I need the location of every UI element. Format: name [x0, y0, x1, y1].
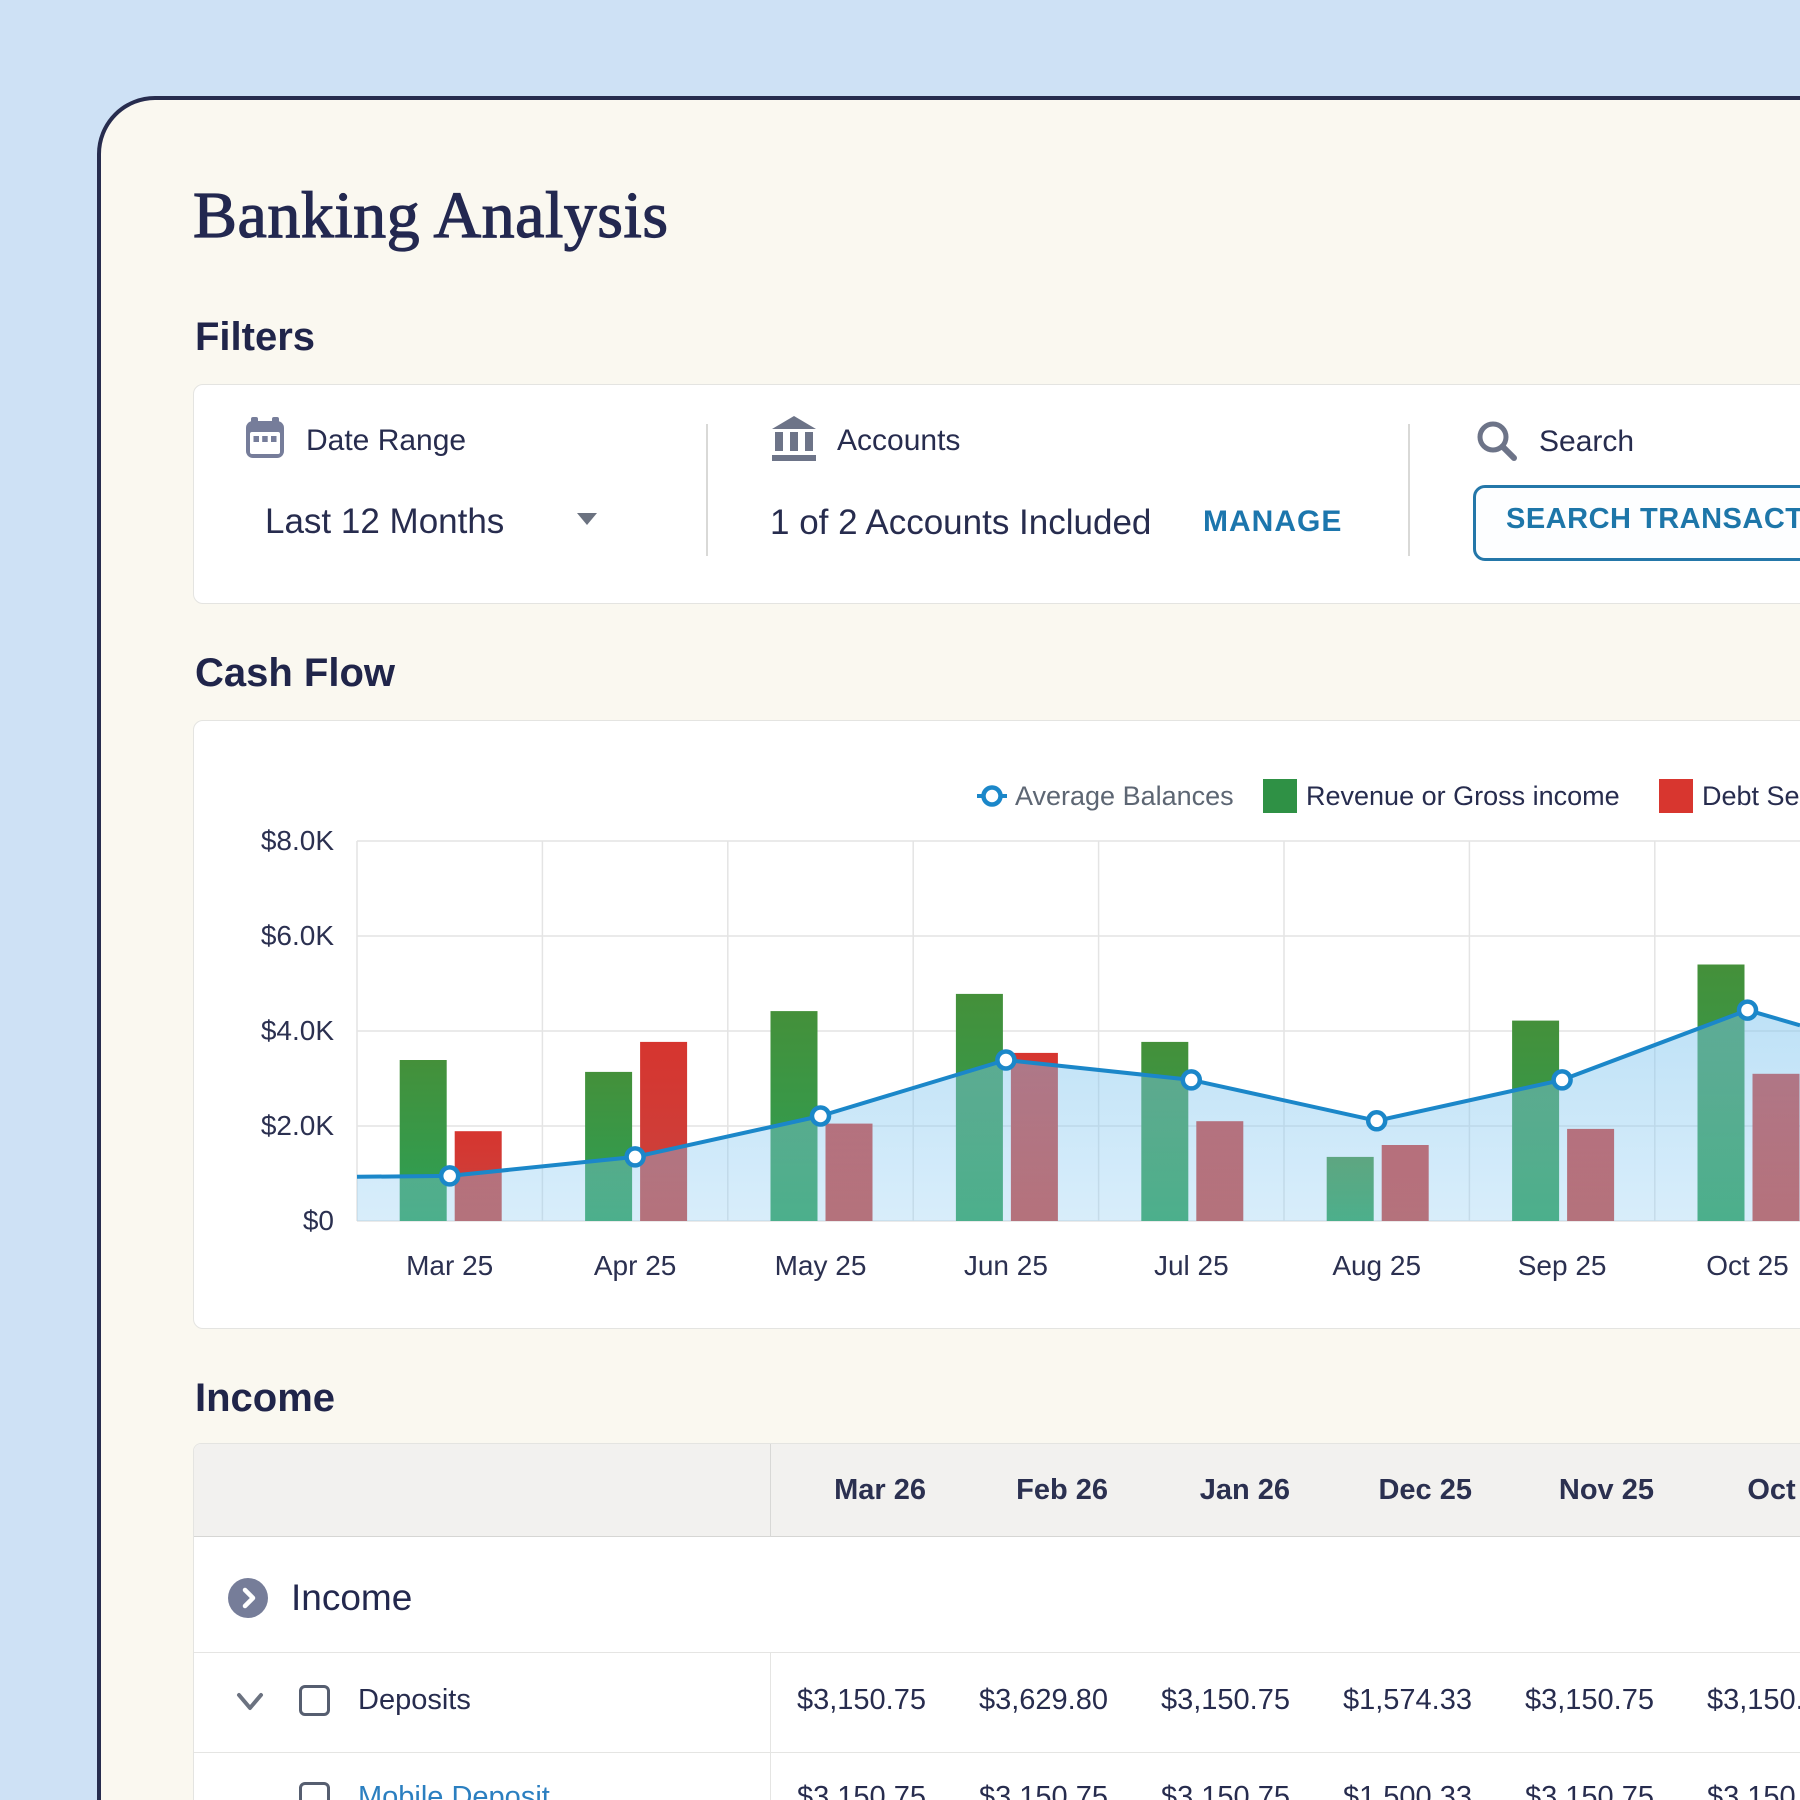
- svg-text:$8.0K: $8.0K: [261, 825, 334, 856]
- svg-text:$4.0K: $4.0K: [261, 1015, 334, 1046]
- svg-text:Aug 25: Aug 25: [1332, 1250, 1421, 1281]
- svg-text:Revenue or Gross income: Revenue or Gross income: [1306, 781, 1620, 811]
- svg-text:$0: $0: [303, 1205, 334, 1236]
- svg-text:Mar 25: Mar 25: [406, 1250, 493, 1281]
- svg-text:May 25: May 25: [775, 1250, 867, 1281]
- svg-text:Jul 25: Jul 25: [1154, 1250, 1229, 1281]
- svg-text:Oct 25: Oct 25: [1706, 1250, 1788, 1281]
- svg-text:Apr 25: Apr 25: [594, 1250, 677, 1281]
- svg-text:Average Balances: Average Balances: [1015, 781, 1234, 811]
- svg-text:Jun 25: Jun 25: [964, 1250, 1048, 1281]
- svg-text:Sep 25: Sep 25: [1518, 1250, 1607, 1281]
- svg-text:Debt Service: Debt Service: [1702, 781, 1800, 811]
- svg-text:$2.0K: $2.0K: [261, 1110, 334, 1141]
- svg-text:$6.0K: $6.0K: [261, 920, 334, 951]
